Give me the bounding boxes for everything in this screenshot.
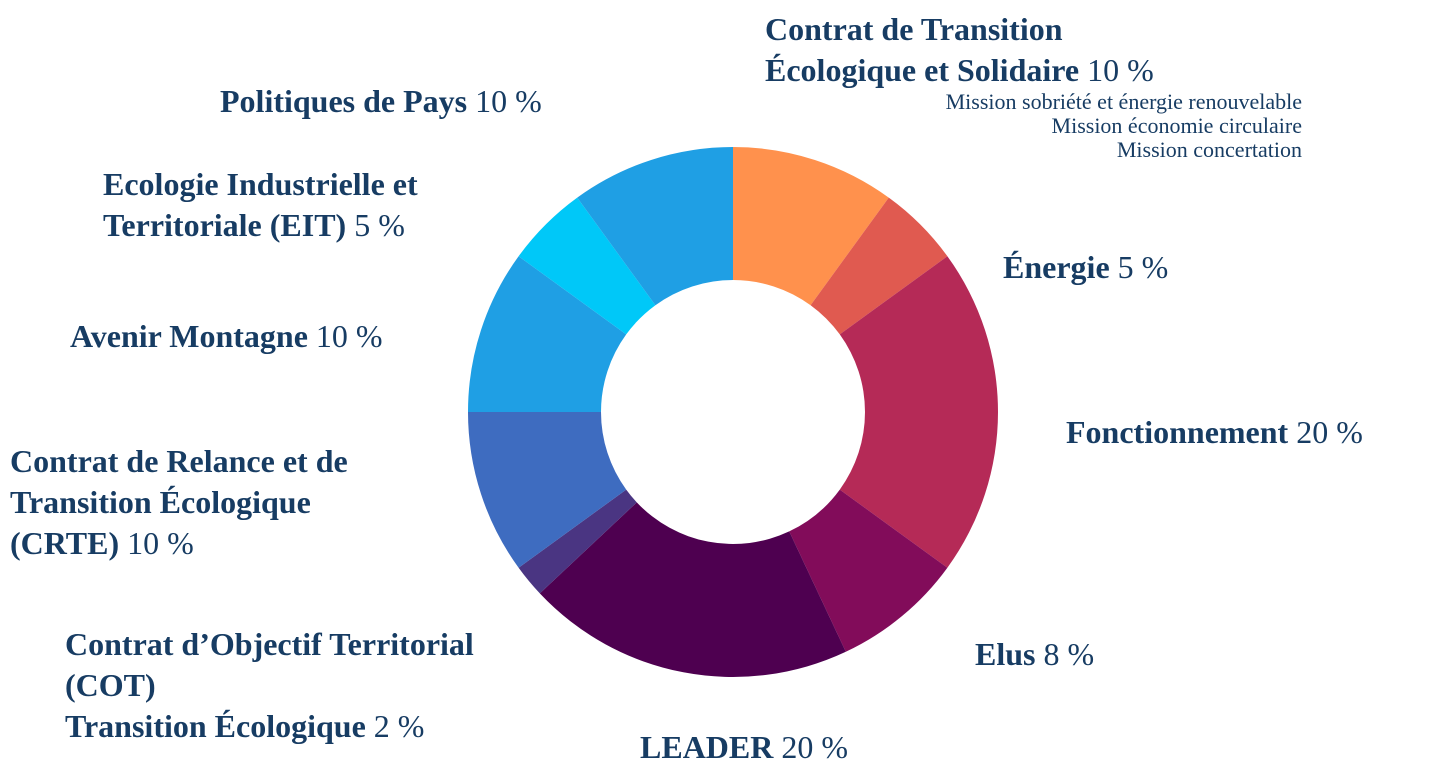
value-label: 5 %	[354, 207, 405, 243]
category: Contrat d’Objectif Territorial (COT) Tra…	[65, 626, 474, 744]
slice-label: LEADER 20 %	[640, 727, 848, 763]
slice-label: Avenir Montagne 10 %	[70, 316, 383, 357]
slice	[789, 489, 948, 652]
slice	[839, 256, 998, 568]
slice	[468, 412, 627, 568]
slice-label: Fonctionnement 20 %	[1066, 412, 1363, 453]
category: Politiques de Pays	[220, 83, 468, 119]
value-label: 20 %	[1296, 414, 1363, 450]
slice	[518, 489, 637, 594]
value-label: 5 %	[1117, 249, 1169, 285]
slice-label: Politiques de Pays 10 %	[220, 81, 542, 122]
category: Énergie	[1003, 249, 1110, 285]
slice	[733, 147, 889, 306]
value-label: 10 %	[127, 525, 194, 561]
slice-label: Ecologie Industrielle et Territoriale (E…	[103, 164, 418, 246]
slice-label: Contrat de Transition Écologique et Soli…	[765, 9, 1154, 91]
annotations: Mission sobriété et énergie renouvelable…	[946, 90, 1302, 162]
value-label: 10 %	[315, 318, 383, 354]
slice-label: Énergie 5 %	[1003, 247, 1168, 288]
annotation: Mission concertation	[1116, 137, 1302, 162]
category: Elus	[975, 636, 1036, 672]
annotation: Mission sobriété et énergie renouvelable	[945, 89, 1302, 114]
slice-label: Elus 8 %	[975, 634, 1094, 675]
category: Fonctionnement	[1066, 414, 1289, 450]
value-label: 10 %	[1087, 52, 1154, 88]
value-label: 2 %	[373, 708, 425, 744]
category: Avenir Montagne	[70, 318, 308, 354]
category: Contrat de Transition Écologique et Soli…	[765, 11, 1080, 88]
slice	[577, 147, 733, 306]
value-label: 20 %	[781, 729, 849, 763]
slice	[810, 197, 948, 335]
slice-label: Contrat d’Objectif Territorial (COT) Tra…	[65, 624, 474, 747]
slice	[518, 197, 656, 335]
value-label: 8 %	[1043, 636, 1095, 672]
annotation: Mission économie circulaire	[1051, 113, 1302, 138]
slice-label: Contrat de Relance et de Transition Écol…	[10, 441, 348, 564]
category: Contrat de Relance et de Transition Écol…	[10, 443, 348, 561]
value-label: 10 %	[475, 83, 542, 119]
category: LEADER	[640, 729, 774, 763]
slice	[539, 502, 846, 678]
slice	[468, 256, 627, 412]
category: Ecologie Industrielle et Territoriale (E…	[103, 166, 418, 243]
